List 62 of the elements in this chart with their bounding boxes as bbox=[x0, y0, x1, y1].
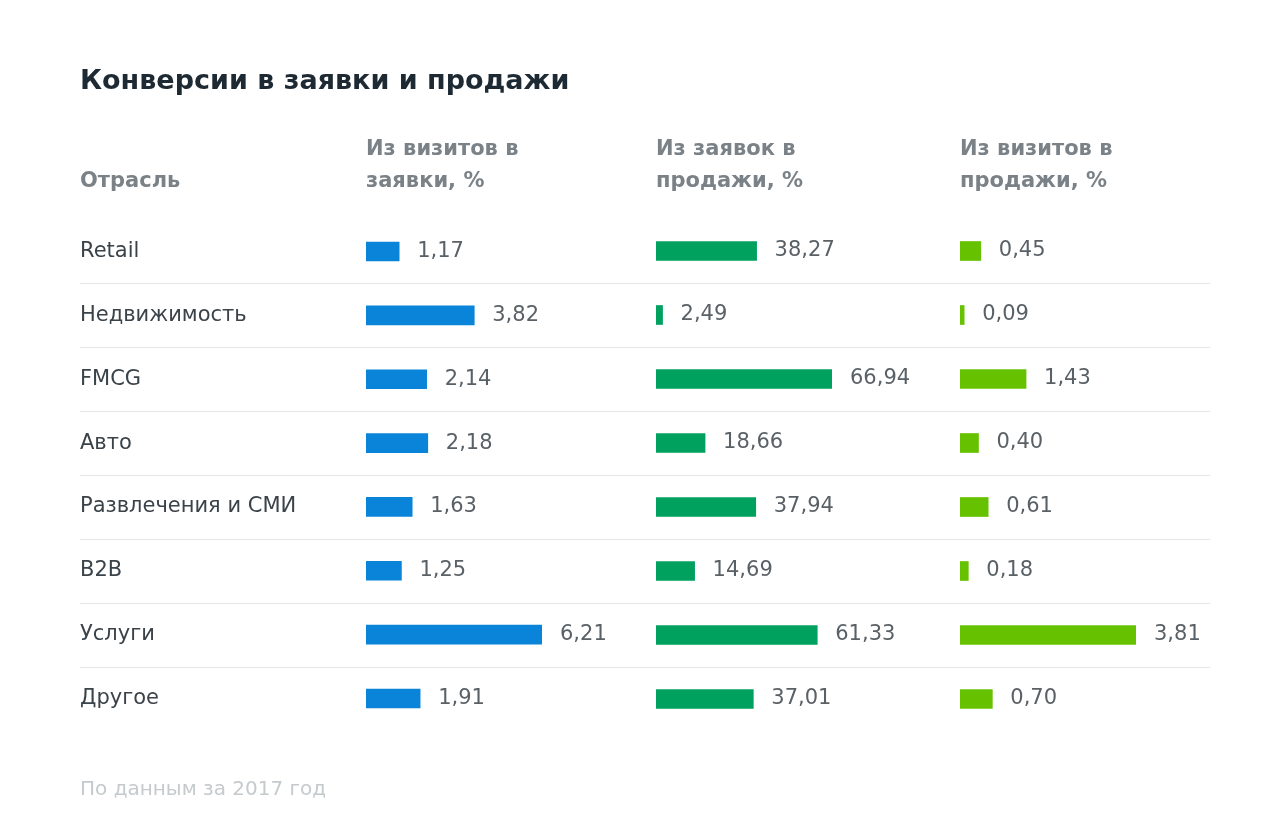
y-axis-title: Отрасль bbox=[80, 167, 182, 194]
data-label: 6,21 bbox=[560, 621, 607, 646]
bar bbox=[656, 433, 706, 453]
y-tick-label: Развлечения и СМИ bbox=[80, 493, 297, 518]
data-label: 3,81 bbox=[1154, 621, 1201, 646]
bar bbox=[960, 305, 965, 325]
data-label: 1,17 bbox=[417, 237, 464, 262]
data-label: 2,18 bbox=[445, 429, 493, 454]
y-tick-label: FMCG bbox=[80, 365, 142, 390]
bar bbox=[366, 624, 542, 645]
data-label: 2,14 bbox=[444, 365, 492, 390]
bar bbox=[656, 305, 663, 325]
bar bbox=[366, 433, 429, 453]
bar bbox=[960, 561, 969, 581]
y-tick-label: Услуги bbox=[80, 621, 155, 646]
bar bbox=[960, 497, 989, 517]
data-label: 0,45 bbox=[998, 237, 1046, 262]
bar bbox=[960, 433, 979, 453]
data-label: 1,25 bbox=[419, 557, 467, 582]
data-label: 18,66 bbox=[723, 429, 784, 454]
bar bbox=[656, 689, 754, 709]
data-label: 1,43 bbox=[1044, 365, 1091, 390]
data-label: 1,63 bbox=[430, 493, 477, 518]
data-label: 37,01 bbox=[771, 685, 832, 710]
data-label: 3,82 bbox=[492, 301, 540, 326]
y-tick-label: B2B bbox=[80, 557, 123, 582]
chart-subtitle: Из заявок в продажи, % bbox=[656, 135, 805, 194]
bar bbox=[656, 241, 757, 261]
data-label: 0,70 bbox=[1010, 685, 1058, 710]
data-label: 66,94 bbox=[850, 365, 911, 390]
bar bbox=[960, 689, 993, 709]
data-label: 1,91 bbox=[438, 684, 485, 709]
bar bbox=[366, 497, 413, 517]
bar bbox=[656, 497, 757, 517]
data-label: 2,49 bbox=[680, 301, 728, 326]
y-tick-label: Retail bbox=[80, 237, 140, 262]
data-label: 0,40 bbox=[996, 429, 1044, 454]
data-label: 61,33 bbox=[835, 621, 896, 646]
text: По данным за 2017 год bbox=[80, 776, 327, 800]
y-tick-label: Другое bbox=[80, 684, 159, 709]
bar bbox=[656, 561, 695, 581]
y-tick-label: Недвижимость bbox=[80, 301, 247, 326]
y-tick-label: Авто bbox=[80, 429, 132, 454]
bar bbox=[366, 241, 400, 262]
data-label: 14,69 bbox=[712, 557, 773, 582]
data-label: 0,61 bbox=[1006, 493, 1053, 518]
bar bbox=[960, 369, 1027, 389]
bar bbox=[656, 369, 832, 389]
bar bbox=[366, 369, 427, 390]
data-label: 0,09 bbox=[982, 301, 1029, 326]
bar bbox=[366, 560, 402, 581]
chart-subtitle: Из визитов в продажи, % bbox=[960, 135, 1114, 194]
bar bbox=[366, 305, 475, 326]
bar bbox=[656, 625, 818, 645]
data-label: 38,27 bbox=[774, 237, 835, 262]
bar bbox=[960, 241, 982, 261]
bar bbox=[960, 625, 1136, 645]
chart-title: Конверсии в заявки и продажи bbox=[80, 64, 570, 95]
data-label: 37,94 bbox=[773, 493, 834, 518]
chart-subtitle: Из визитов в заявки, % bbox=[366, 135, 520, 194]
data-label: 0,18 bbox=[986, 557, 1034, 582]
bar bbox=[366, 688, 421, 709]
